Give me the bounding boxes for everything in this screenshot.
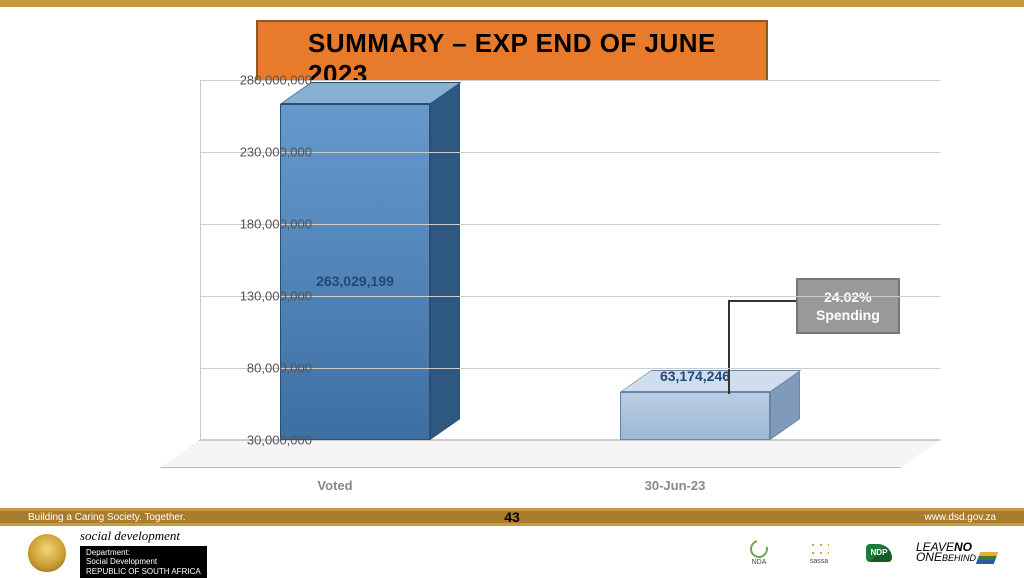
- y-axis-tick-label: 180,000,000: [212, 217, 312, 232]
- chart-plot-area: 263,029,199 63,174,246 24.02% Spending 3…: [200, 80, 940, 460]
- footer-url: www.dsd.gov.za: [924, 512, 996, 523]
- x-axis-label: 30-Jun-23: [600, 478, 750, 493]
- bar-30jun23: 63,174,246: [620, 392, 770, 440]
- sassa-label: sassa: [810, 558, 828, 565]
- flag-stripes-icon: [976, 552, 998, 564]
- nda-label: NDA: [752, 559, 767, 566]
- sassa-icon: [809, 541, 829, 557]
- y-axis-tick-label: 30,000,000: [212, 433, 312, 448]
- callout-leader-line: [728, 300, 730, 394]
- leave-one-text: ONE: [916, 551, 942, 565]
- summary-bar-chart: 263,029,199 63,174,246 24.02% Spending 3…: [80, 80, 960, 490]
- ndp-icon: NDP: [866, 544, 892, 562]
- page-number: 43: [504, 509, 520, 525]
- department-block: social development Department: Social De…: [80, 528, 207, 578]
- coat-of-arms-icon: [28, 534, 66, 572]
- leave-no-one-behind-logo: LEAVENO ONEBEHIND: [916, 542, 996, 565]
- y-axis-tick-label: 130,000,000: [212, 289, 312, 304]
- spending-callout: 24.02% Spending: [796, 278, 900, 334]
- dept-title: social development: [80, 528, 207, 544]
- callout-label: Spending: [816, 307, 880, 323]
- footer-tagline: Building a Caring Society. Together.: [28, 512, 186, 523]
- callout-percent: 24.02%: [824, 289, 871, 305]
- footer-bar: Building a Caring Society. Together. 43 …: [0, 508, 1024, 526]
- leave-behind-text: BEHIND: [942, 554, 976, 564]
- y-axis-tick-label: 230,000,000: [212, 145, 312, 160]
- ndp-logo: NDP: [856, 536, 902, 570]
- bar-value-label: 63,174,246: [620, 368, 770, 384]
- x-axis-label: Voted: [260, 478, 410, 493]
- bar-value-label: 263,029,199: [280, 273, 430, 289]
- leave-no-text: NO: [954, 540, 972, 554]
- nda-logo: NDA: [736, 536, 782, 570]
- y-axis-tick-label: 280,000,000: [212, 73, 312, 88]
- dept-lines: Department: Social Development REPUBLIC …: [80, 546, 207, 578]
- nda-icon: [747, 537, 772, 562]
- logo-row: social development Department: Social De…: [0, 530, 1024, 576]
- top-accent-bar: [0, 0, 1024, 7]
- sassa-logo: sassa: [796, 536, 842, 570]
- y-axis-tick-label: 80,000,000: [212, 361, 312, 376]
- callout-leader-line: [728, 300, 798, 302]
